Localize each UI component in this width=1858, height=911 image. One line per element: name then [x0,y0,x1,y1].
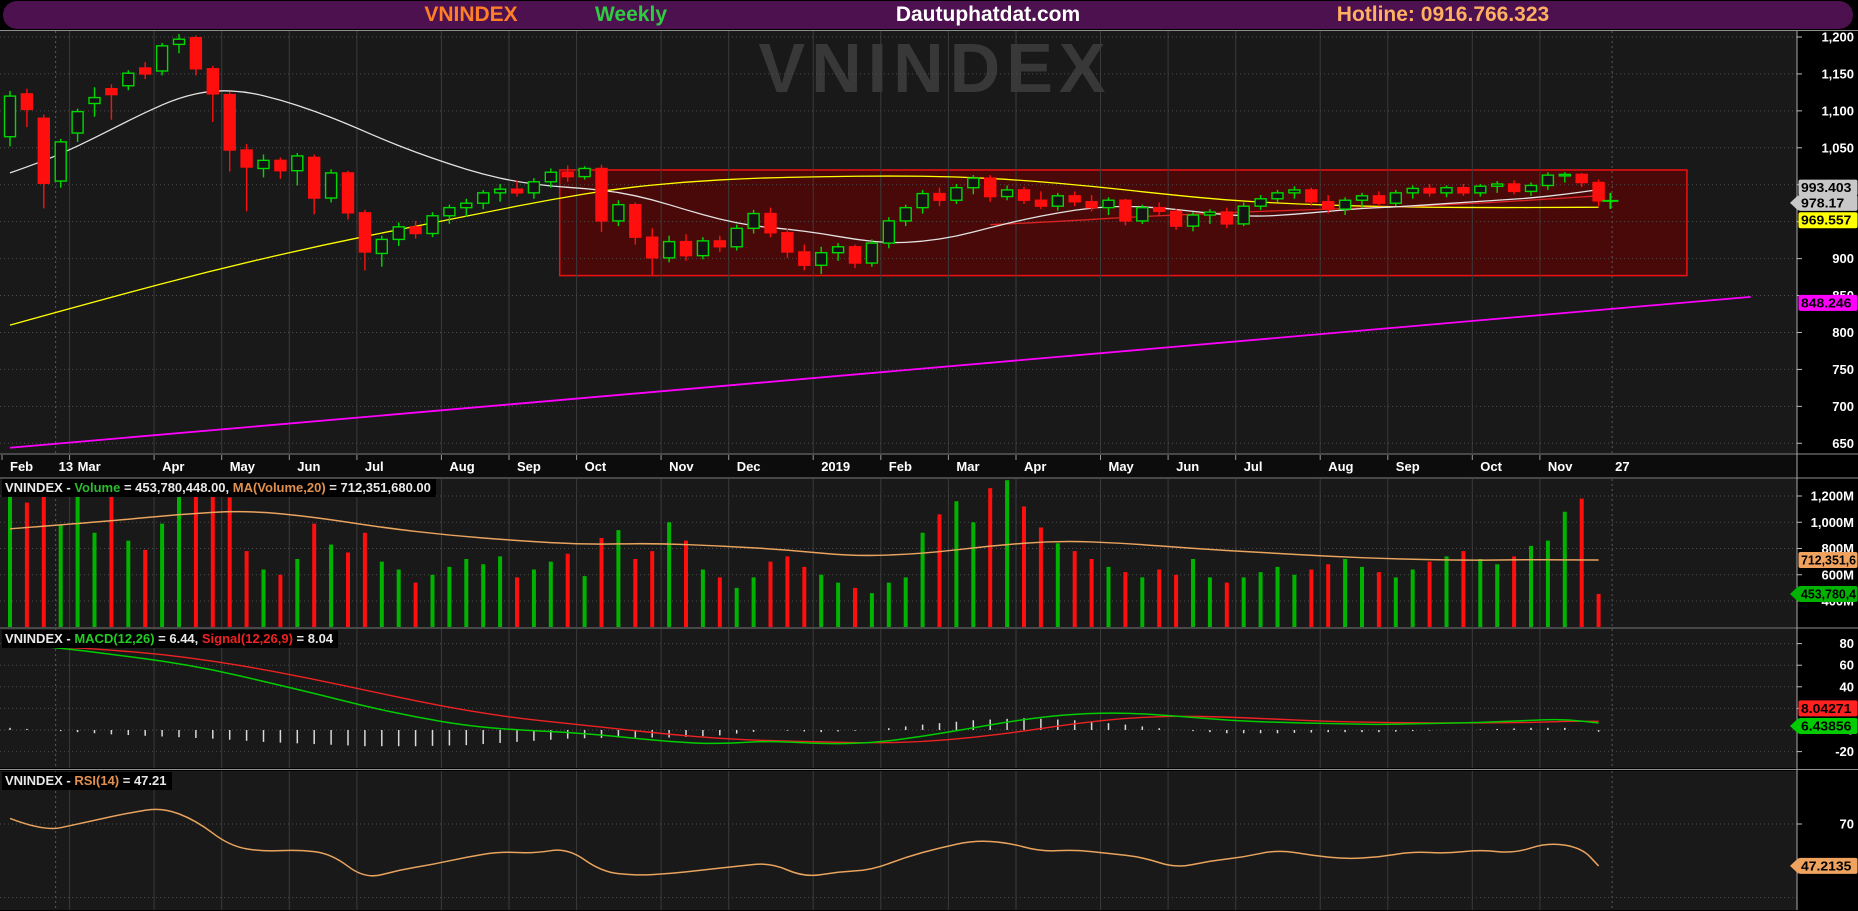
title-segment: = 6.44, [154,631,202,646]
svg-text:800: 800 [1832,325,1854,340]
ma-red [990,195,1599,226]
title-segment: RSI(14) [74,773,120,788]
svg-text:453,780,4: 453,780,4 [1801,587,1856,601]
panel-separators [0,30,1858,770]
svg-text:1,050: 1,050 [1821,140,1854,155]
title-segment: MA(Volume,20) [232,480,326,495]
ma-white [9,90,1599,244]
title-segment: = 8.04 [292,631,334,646]
macd-histogram [9,718,1600,747]
macd-signal-line [9,645,1599,744]
interval-label: Weekly [595,3,667,26]
vertical-gridlines [55,31,1613,910]
svg-text:60: 60 [1840,658,1854,673]
title-segment: Signal(12,26,9) [201,631,293,646]
svg-text:993.403: 993.403 [1801,181,1851,195]
svg-text:May: May [1109,459,1135,474]
volume-ma-line [9,510,1599,561]
title-segment: = 712,351,680.00 [325,480,431,495]
svg-text:80: 80 [1840,636,1854,651]
svg-text:Feb: Feb [889,459,912,474]
svg-text:Aug: Aug [1328,459,1353,474]
svg-text:-20: -20 [1835,744,1854,759]
svg-text:650: 650 [1832,436,1854,451]
svg-text:Sep: Sep [1396,459,1420,474]
rsi-pane-title: VNINDEX - RSI(14) = 47.21 [2,772,172,790]
svg-text:Dec: Dec [737,459,761,474]
svg-text:750: 750 [1832,362,1854,377]
volume-pane-title: VNINDEX - Volume = 453,780,448.00, MA(Vo… [2,479,436,497]
svg-text:Aug: Aug [449,459,474,474]
svg-text:978.17: 978.17 [1801,196,1844,210]
svg-text:Sep: Sep [517,459,541,474]
title-segment: = 453,780,448.00, [120,480,233,495]
svg-text:700: 700 [1832,399,1854,414]
macd-line [9,642,1599,745]
title-segment: VNINDEX - [5,480,75,495]
svg-text:Mar: Mar [78,459,101,474]
svg-text:Nov: Nov [669,459,694,474]
svg-text:712,351,6: 712,351,6 [1801,554,1856,568]
macd-pane-title: VNINDEX - MACD(12,26) = 6.44, Signal(12,… [2,630,339,648]
title-segment: = 47.21 [119,773,167,788]
svg-text:13: 13 [59,459,73,474]
svg-text:Jun: Jun [297,459,320,474]
svg-text:900: 900 [1832,251,1854,266]
header-bar: VNINDEX Weekly Dautuphatdat.com Hotline:… [3,1,1853,29]
svg-text:47.2135: 47.2135 [1801,859,1851,873]
time-axis-labels: Feb Mar Apr May Jun Jul Aug Sep Oct Nov Dec 2019 Feb… [1,455,1630,474]
svg-text:600M: 600M [1821,567,1854,582]
svg-text:1,100: 1,100 [1821,103,1854,118]
svg-text:1,200M: 1,200M [1811,489,1854,504]
highlight-box [558,169,1688,277]
trendline-magenta [9,295,1751,449]
title-segment: VNINDEX - [5,631,75,646]
svg-text:Mar: Mar [956,459,979,474]
svg-text:2019: 2019 [821,459,850,474]
svg-text:40: 40 [1840,679,1854,694]
svg-text:27: 27 [1615,459,1629,474]
rsi-line [9,808,1600,877]
svg-text:Jul: Jul [365,459,384,474]
panel-backgrounds [0,31,1797,910]
svg-text:70: 70 [1840,817,1854,832]
symbol-title: VNINDEX [424,3,518,26]
title-segment: VNINDEX - [5,773,75,788]
site-title: Dautuphatdat.com [895,3,1081,26]
svg-text:8.04271: 8.04271 [1801,702,1851,716]
svg-text:Oct: Oct [1480,459,1502,474]
svg-text:Jul: Jul [1244,459,1263,474]
title-segment: MACD(12,26) [74,631,155,646]
svg-text:Jun: Jun [1176,459,1199,474]
svg-text:Apr: Apr [162,459,184,474]
svg-text:May: May [230,459,256,474]
svg-text:1,000M: 1,000M [1811,515,1854,530]
svg-text:Oct: Oct [585,459,607,474]
svg-text:Nov: Nov [1548,459,1573,474]
title-segment: Volume [74,480,121,495]
svg-text:Apr: Apr [1024,459,1046,474]
svg-text:Feb: Feb [10,459,33,474]
svg-text:6.43856: 6.43856 [1801,720,1851,734]
candlesticks [3,34,1605,275]
svg-text:1,150: 1,150 [1821,66,1854,81]
svg-text:969.557: 969.557 [1801,214,1851,228]
last-price-marker [1602,192,1619,209]
watermark: VNINDEX [758,29,1111,107]
svg-text:848.246: 848.246 [1801,296,1851,310]
hotline-label: Hotline: 0916.766.323 [1336,3,1550,26]
svg-text:1,200: 1,200 [1821,30,1854,45]
